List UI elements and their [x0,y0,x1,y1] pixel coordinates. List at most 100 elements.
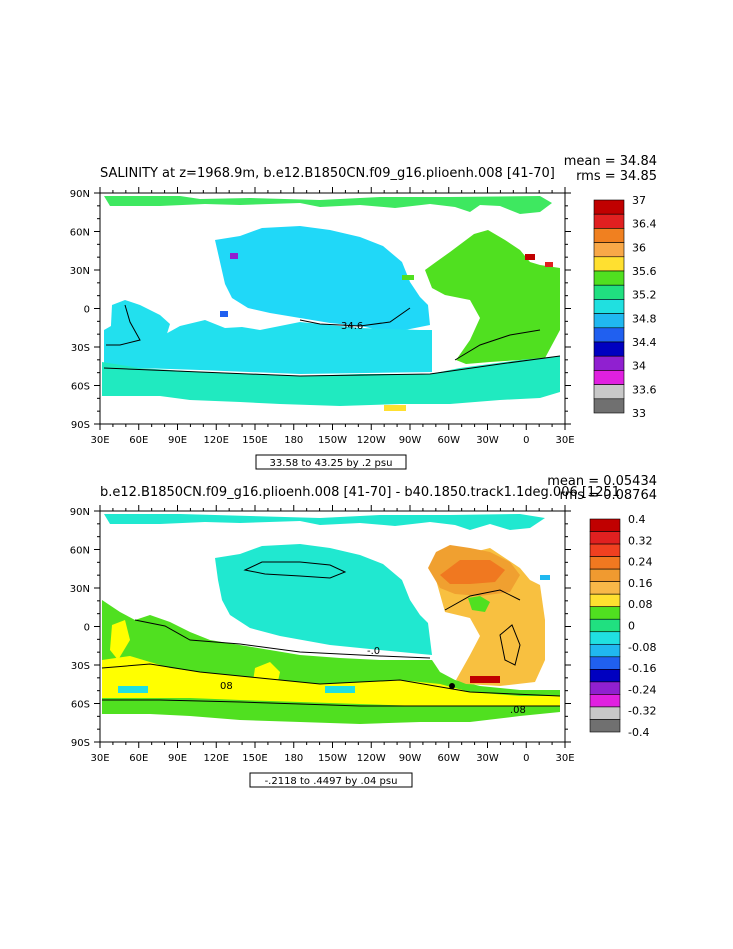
panel1-range-box [255,454,407,470]
panel2-colorbar-swatch [589,706,621,720]
panel1-lon-label-9: 60W [437,435,460,446]
panel1-colorbar-swatch [593,327,625,343]
panel1-colorbar-label-6: 34.4 [632,336,657,349]
panel2-lon-label-10: 30W [476,753,499,764]
panel2-map: -.0 08 .08 [100,511,565,742]
panel2-colorbar: 0.4 0.32 0.24 0.16 0.08 0 -0.08 -0.16 -0.24 -0.32… [589,513,656,739]
panel1-lon-label-6: 150W [318,435,347,446]
panel1-colorbar-label-0: 37 [632,194,646,207]
panel1-lon-label-4: 150E [242,435,267,446]
panel2-colorbar-label-1: 0.32 [628,534,653,547]
panel1-map: 34.6 [100,193,565,424]
panel1-arctic-ocean [104,196,552,214]
panel-difference: b.e12.B1850CN.f09_g16.plioenh.008 [41-70… [70,474,657,788]
panel2-lon-label-12: 30E [555,753,574,764]
panel2-colorbar-swatch [589,618,621,633]
panel1-colorbar-label-4: 35.2 [632,289,657,302]
panel2-colorbar-swatch [589,656,621,670]
panel1-colorbar-swatch [593,355,625,371]
panel1-lat-label-6: 90S [71,420,90,431]
panel1-lat-label-1: 60N [70,228,90,239]
panel1-lat-label-4: 30S [71,343,90,354]
panel2-contour-label-1: -.0 [367,646,380,657]
panel2-lon-label-2: 90E [168,753,187,764]
panel2-colorbar-swatch [589,568,621,582]
panel2-colorbar-swatch [589,531,621,545]
panel1-lon-label-1: 60E [129,435,148,446]
panel1-colorbar-swatch [593,299,625,314]
panel1-lat-label-3: 0 [84,305,90,316]
panel2-pacific [215,544,432,655]
panel1-colorbar-swatch [593,256,625,272]
panel1-colorbar-swatch [593,384,625,400]
panel1-range-text: 33.58 to 43.25 by .2 psu [270,458,393,469]
panel1-southern-ocean [102,356,560,406]
panel2-lon-label-3: 120E [204,753,229,764]
panel2-lon-label-6: 150W [318,753,347,764]
panel2-yellow-band [102,656,560,706]
panel2-lon-label-5: 180 [284,753,303,764]
panel2-lon-label-7: 120W [357,753,386,764]
panel1-atlantic [425,230,560,364]
panel1-colorbar-swatch [593,228,625,243]
panel2-range-text: -.2118 to .4497 by .04 psu [265,776,398,787]
panel2-colorbar-label-2: 0.24 [628,556,653,569]
panel2-lon-label-0: 30E [90,753,109,764]
panel2-colorbar-swatch [589,719,621,733]
panel1-contour-label: 34.6 [341,321,363,332]
panel2-colorbar-label-8: -0.24 [628,683,656,696]
panel2-lat-label-6: 90S [71,738,90,749]
panel1-colorbar-swatch [593,270,625,286]
panel1-lon-label-0: 30E [90,435,109,446]
panel2-lat-label-4: 30S [71,661,90,672]
panel2-colorbar-label-0: 0.4 [628,513,646,526]
panel1-lat-label-5: 60S [71,382,90,393]
panel2-contour-zero [134,619,431,659]
panel2-colorbar-label-9: -0.32 [628,705,656,718]
panel2-lat-label-5: 60S [71,700,90,711]
panel1-colorbar-label-3: 35.6 [632,265,657,278]
panel1-colorbar-label-7: 34 [632,360,646,373]
panel2-colorbar-swatch [589,518,621,532]
panel2-lon-label-11: 0 [523,753,529,764]
panel2-colorbar-swatch [589,581,621,595]
panel2-colorbar-swatch [589,643,621,658]
panel2-lon-label-9: 60W [437,753,460,764]
panel2-title: b.e12.B1850CN.f09_g16.plioenh.008 [41-70… [100,485,620,500]
panel2-mean: mean = 0.05434 [547,474,657,489]
panel1-lat-label-0: 90N [70,189,90,200]
panel2-colorbar-swatch [589,606,621,620]
panel2-colorbar-swatch [589,593,621,608]
panel1-colorbar-swatch [593,341,625,357]
panel1-lon-label-2: 90E [168,435,187,446]
panel2-colorbar-label-4: 0.08 [628,598,653,611]
panel1-lon-label-11: 0 [523,435,529,446]
panel1-pacific [215,226,430,330]
panel1-colorbar-label-5: 34.8 [632,312,657,325]
panel1-lon-label-3: 120E [204,435,229,446]
panel1-south-pacific [104,318,432,374]
panel1-lon-label-7: 120W [357,435,386,446]
panel-salinity: SALINITY at z=1968.9m, b.e12.B1850CN.f09… [70,154,657,470]
panel2-colorbar-swatch [589,669,621,683]
panel1-colorbar-label-8: 33.6 [632,383,657,396]
panel2-lon-label-8: 90W [399,753,422,764]
panel2-contour-label-2: 08 [220,681,233,692]
panel1-title: SALINITY at z=1968.9m, b.e12.B1850CN.f09… [100,166,555,181]
panel2-lat-label-2: 30N [70,584,90,595]
panel2-rms: rms = 0.08764 [560,488,657,503]
panel1-lon-label-12: 30E [555,435,574,446]
panel1-lat-label-2: 30N [70,266,90,277]
panel2-colorbar-swatch [589,631,621,645]
panel1-colorbar: 37 36.4 36 35.6 35.2 34.8 34.4 34 33.6 33 [593,194,657,420]
panel1-lon-label-5: 180 [284,435,303,446]
panel1-mean: mean = 34.84 [564,154,657,169]
panel2-lon-label-4: 150E [242,753,267,764]
panel1-colorbar-swatch [593,370,625,385]
panel2-colorbar-label-6: -0.08 [628,641,656,654]
panel1-rms: rms = 34.85 [576,169,657,184]
panel2-colorbar-label-5: 0 [628,620,635,633]
